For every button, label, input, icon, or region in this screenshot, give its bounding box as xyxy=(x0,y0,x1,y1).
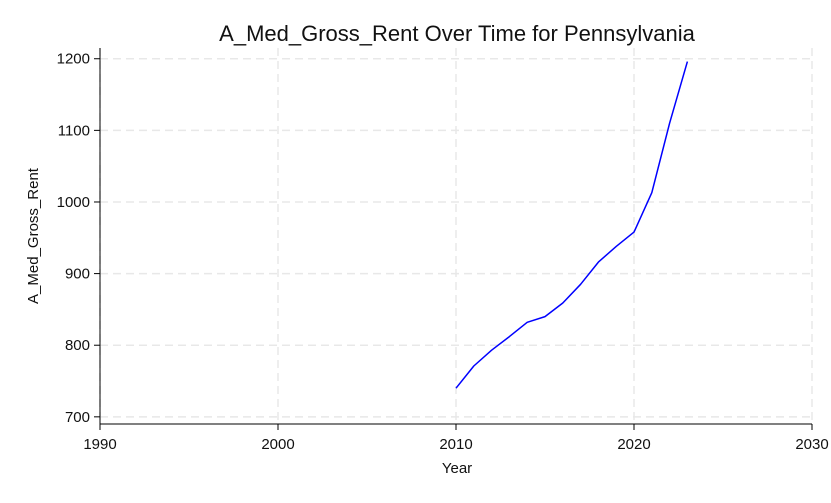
series-line-0 xyxy=(455,61,689,389)
data-point-2020 xyxy=(632,230,636,234)
x-tick-label-1990: 1990 xyxy=(83,436,116,453)
data-point-2013 xyxy=(507,335,511,339)
y-tick-label-1200: 1200 xyxy=(57,51,90,68)
axes: 1990 2000 2010 2020 2030 700 800 900 1000 1100 120… xyxy=(57,48,829,453)
series-layer xyxy=(454,60,689,390)
data-point-2015 xyxy=(543,315,547,319)
y-axis-label: A_Med_Gross_Rent xyxy=(25,167,42,304)
data-point-2018 xyxy=(596,260,600,264)
y-tick-label-1000: 1000 xyxy=(57,194,90,211)
y-tick-label-1100: 1100 xyxy=(58,122,90,139)
data-point-2012 xyxy=(490,348,494,352)
data-point-2016 xyxy=(561,301,565,305)
data-point-2022 xyxy=(668,121,672,125)
x-tick-label-2010: 2010 xyxy=(439,436,472,453)
data-point-2011 xyxy=(472,364,476,368)
x-tick-label-2020: 2020 xyxy=(617,436,650,453)
data-point-2014 xyxy=(525,320,529,324)
grid-lines xyxy=(99,48,813,424)
data-point-2010 xyxy=(454,386,458,390)
data-point-2023 xyxy=(685,60,689,64)
x-tick-label-2000: 2000 xyxy=(261,436,294,453)
data-point-2017 xyxy=(579,282,583,286)
chart-title: A_Med_Gross_Rent Over Time for Pennsylva… xyxy=(219,21,695,46)
x-axis-label: Year xyxy=(442,460,472,477)
x-tick-label-2030: 2030 xyxy=(795,436,828,453)
data-point-2021 xyxy=(650,191,654,195)
data-point-2019 xyxy=(614,244,618,248)
y-tick-label-900: 900 xyxy=(65,266,90,283)
y-tick-label-800: 800 xyxy=(65,337,90,354)
y-tick-label-700: 700 xyxy=(65,409,90,426)
